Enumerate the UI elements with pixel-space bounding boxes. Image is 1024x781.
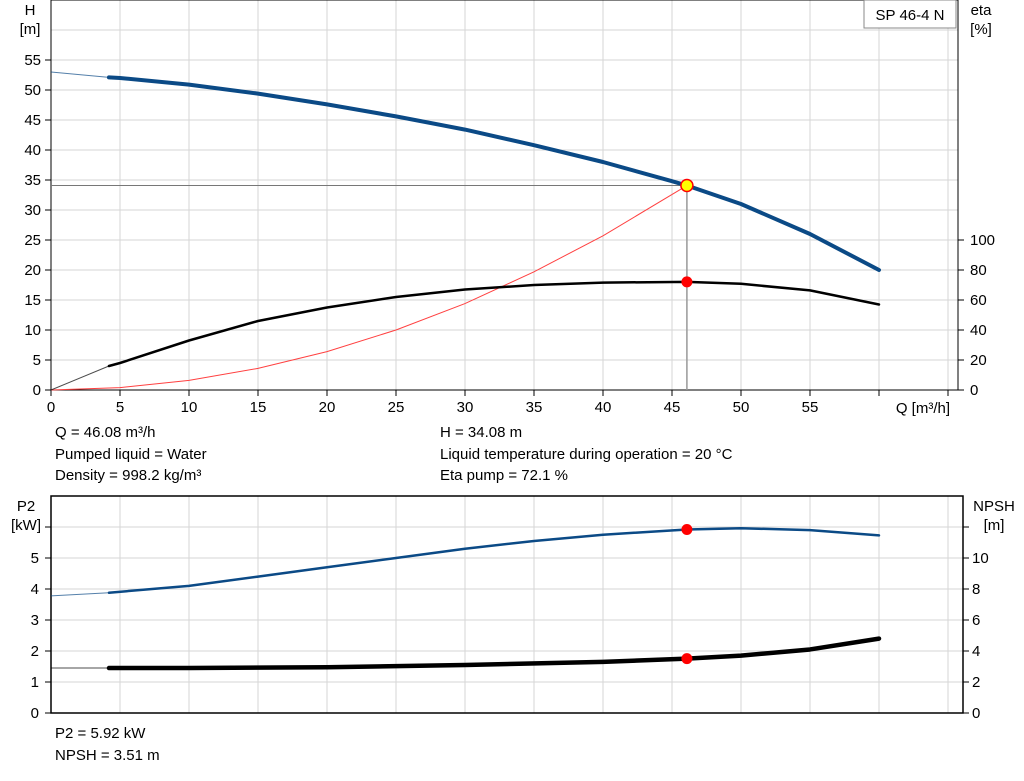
x-tick-label: 15 xyxy=(250,399,267,416)
x-tick-label: 35 xyxy=(526,399,543,416)
p2-tick-label: 4 xyxy=(31,581,39,598)
npsh-curve xyxy=(106,636,882,671)
x-tick-label: 10 xyxy=(181,399,198,416)
top-axis-ticks: 0 5 10 15 20 25 30 35 40 45 50 55 0 5 10 15 20 25 30 35 40 45… xyxy=(24,52,995,416)
h-tick-label: 5 xyxy=(33,352,41,369)
p2-tick-label: 3 xyxy=(31,612,39,629)
bottom-plot-frame xyxy=(50,495,964,714)
model-label-box xyxy=(863,0,957,29)
info-p2: P2 = 5.92 kW xyxy=(55,725,146,742)
x-tick-label: 20 xyxy=(319,399,336,416)
p2-axis-label-line2: [kW] xyxy=(11,517,41,534)
model-label: SP 46-4 N xyxy=(876,7,945,24)
h-tick-label: 0 xyxy=(33,382,41,399)
head-curve xyxy=(106,75,881,272)
p2-tick-label: 1 xyxy=(31,674,39,691)
eta-curve xyxy=(107,280,881,368)
duty-point-marker xyxy=(680,178,694,193)
npsh-tick-label: 4 xyxy=(972,643,980,660)
eta-tick-label: 60 xyxy=(970,292,987,309)
h-tick-label: 15 xyxy=(24,292,41,309)
h-tick-label: 55 xyxy=(24,52,41,69)
eta-axis-label-line1: eta xyxy=(971,2,993,19)
x-tick-label: 30 xyxy=(457,399,474,416)
p2-curve-extrapolated xyxy=(50,592,109,597)
h-tick-label: 10 xyxy=(24,322,41,339)
npsh-axis-label-line2: [m] xyxy=(984,517,1005,534)
info-liquid: Pumped liquid = Water xyxy=(55,446,207,463)
npsh-axis-label-line1: NPSH xyxy=(973,498,1015,515)
info-density: Density = 998.2 kg/m³ xyxy=(55,467,202,484)
h-tick-label: 25 xyxy=(24,232,41,249)
info-q: Q = 46.08 m³/h xyxy=(55,424,156,441)
x-tick-label: 0 xyxy=(47,399,55,416)
eta-tick-label: 40 xyxy=(970,322,987,339)
h-tick-label: 40 xyxy=(24,142,41,159)
top-plot-frame xyxy=(50,0,959,391)
p2-tick-label: 0 xyxy=(31,705,39,722)
curves xyxy=(50,71,882,671)
eta-tick-label: 20 xyxy=(970,352,987,369)
x-tick-label: 25 xyxy=(388,399,405,416)
h-axis-label-line1: H xyxy=(25,2,36,19)
p2-duty-marker xyxy=(681,523,693,535)
eta-tick-label: 100 xyxy=(970,232,995,249)
info-h: H = 34.08 m xyxy=(440,424,523,441)
p2-curve xyxy=(107,526,881,594)
system-curve xyxy=(50,185,688,391)
h-tick-label: 50 xyxy=(24,82,41,99)
eta-curve-extrapolated xyxy=(50,365,110,391)
bottom-grid xyxy=(51,496,963,713)
h-tick-label: 35 xyxy=(24,172,41,189)
info-eta: Eta pump = 72.1 % xyxy=(440,467,568,484)
q-axis-label: Q [m³/h] xyxy=(896,400,950,417)
x-tick-label: 5 xyxy=(116,399,124,416)
eta-duty-marker xyxy=(681,276,693,288)
head-curve-extrapolated xyxy=(50,71,110,78)
h-tick-label: 20 xyxy=(24,262,41,279)
h-tick-label: 45 xyxy=(24,112,41,129)
h-axis-label-line2: [m] xyxy=(20,21,41,38)
h-tick-label: 30 xyxy=(24,202,41,219)
p2-tick-label: 5 xyxy=(31,550,39,567)
eta-tick-label: 80 xyxy=(970,262,987,279)
info-npsh: NPSH = 3.51 m xyxy=(55,747,160,764)
npsh-tick-label: 10 xyxy=(972,550,989,567)
x-tick-label: 40 xyxy=(595,399,612,416)
eta-axis-label-line2: [%] xyxy=(970,21,992,38)
info-temperature: Liquid temperature during operation = 20… xyxy=(440,446,733,463)
npsh-duty-marker xyxy=(681,653,693,665)
npsh-tick-label: 8 xyxy=(972,581,980,598)
eta-tick-label: 0 xyxy=(970,382,978,399)
p2-tick-label: 2 xyxy=(31,643,39,660)
npsh-tick-label: 2 xyxy=(972,674,980,691)
x-tick-label: 50 xyxy=(733,399,750,416)
bottom-axis-ticks: 0 1 2 3 4 5 0 2 4 6 8 10 xyxy=(31,526,989,722)
npsh-tick-label: 6 xyxy=(972,612,980,629)
x-tick-label: 45 xyxy=(664,399,681,416)
p2-axis-label-line1: P2 xyxy=(17,498,35,515)
x-tick-label: 55 xyxy=(802,399,819,416)
npsh-tick-label: 0 xyxy=(972,705,980,722)
top-grid xyxy=(51,0,958,390)
